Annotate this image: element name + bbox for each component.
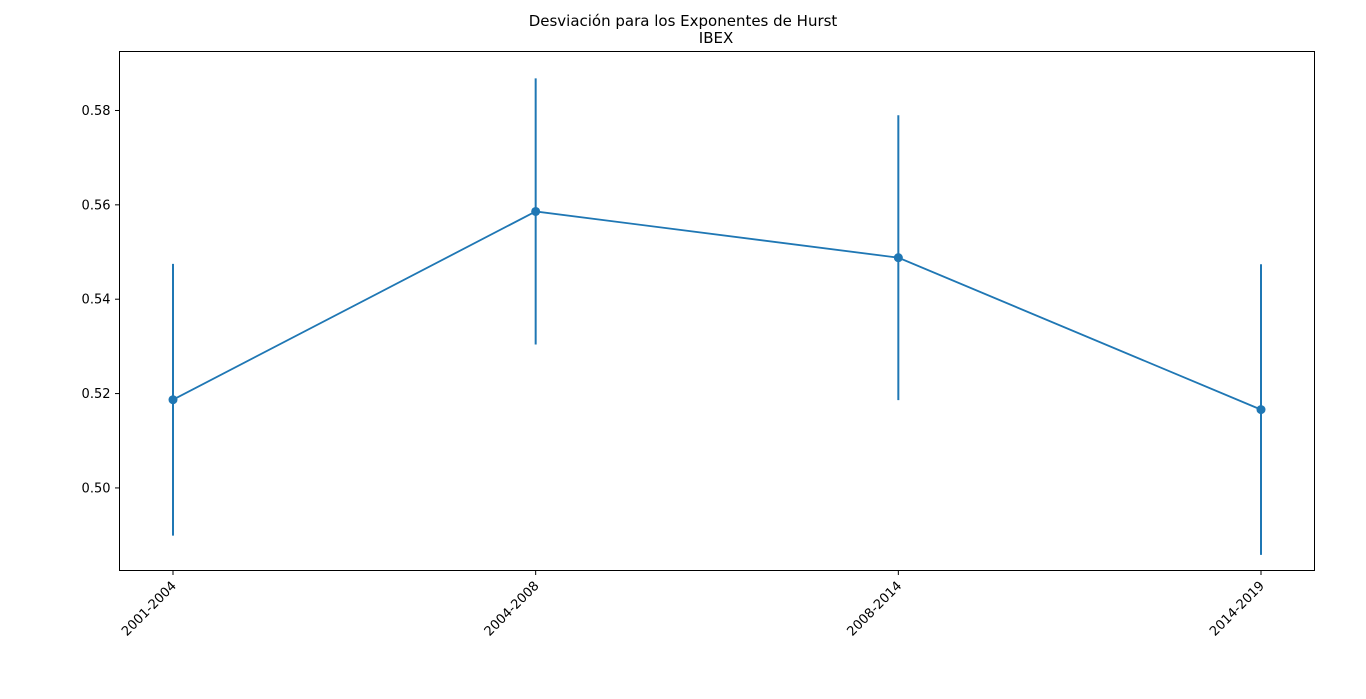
series-line — [172, 210, 1262, 411]
axes-frame — [119, 51, 1315, 571]
x-tick-label: 2001-2004 — [119, 579, 180, 640]
y-tick-label: 0.58 — [82, 104, 111, 119]
x-tick-label: 2014-2019 — [1207, 579, 1268, 640]
chart-subtitle: IBEX — [699, 29, 733, 47]
y-tick-label: 0.50 — [82, 481, 111, 496]
x-tick-label: 2004-2008 — [482, 579, 543, 640]
plot-area — [168, 78, 1266, 555]
y-axis: 0.50 0.52 0.54 0.56 0.58 — [82, 104, 120, 496]
chart-title: Desviación para los Exponentes de Hurst — [529, 12, 838, 30]
data-point — [893, 253, 903, 263]
data-point — [1256, 405, 1266, 415]
x-tick-label: 2008-2014 — [844, 579, 905, 640]
data-point — [531, 206, 541, 216]
y-tick-label: 0.56 — [82, 198, 111, 213]
y-tick-label: 0.54 — [82, 293, 111, 308]
data-point — [168, 395, 178, 405]
y-tick-label: 0.52 — [82, 387, 111, 402]
x-axis: 2001-2004 2004-2008 2008-2014 2014-2019 — [119, 570, 1268, 640]
